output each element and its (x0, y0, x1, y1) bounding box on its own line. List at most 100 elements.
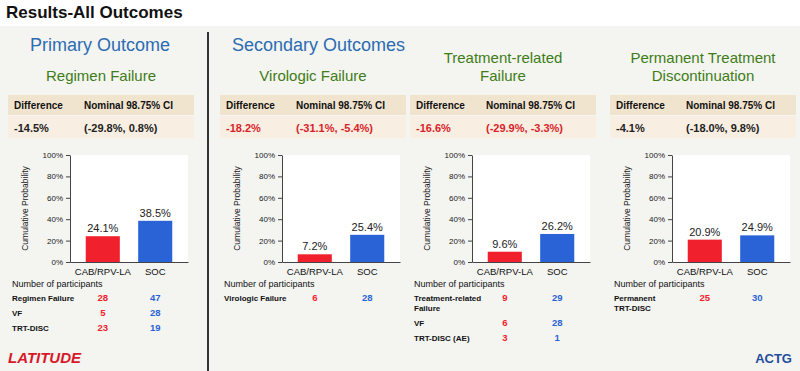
difference-header: Difference (616, 100, 665, 111)
tick-label: SOC (357, 266, 378, 277)
chart-title-line: Discontinuation (652, 67, 755, 84)
tick-mark (668, 241, 672, 242)
row-value: 28 (97, 292, 108, 303)
x-axis: CAB/RPV-LA SOC (473, 262, 591, 277)
y-axis-title: Cumulative Probability (422, 165, 432, 250)
tick-mark (668, 219, 672, 220)
tick-mark (468, 241, 472, 242)
plot-area (70, 155, 188, 262)
tick: 20% (449, 237, 472, 246)
tick: 60% (259, 194, 282, 203)
y-axis-title: Cumulative Probability (622, 165, 632, 250)
bar (488, 252, 522, 262)
tick: 100% (445, 151, 472, 160)
tick-mark (66, 262, 70, 263)
background (0, 0, 800, 371)
tick-mark (278, 198, 282, 199)
tick: 100% (255, 151, 282, 160)
tick-label: 80% (649, 172, 665, 181)
tick-label: 80% (259, 172, 275, 181)
bar (298, 254, 332, 262)
tick-label: 60% (259, 194, 275, 203)
tick-mark (66, 176, 70, 177)
tick-label: 0% (51, 258, 63, 267)
row-label: TRT-DISC (12, 324, 49, 333)
ci-value: (-31.1%, -5.4%) (296, 122, 373, 134)
y-axis: 0%20%40%60%80%100% (645, 151, 673, 267)
data-label: 20.9% (689, 226, 720, 238)
chart-title: Virologic Failure (259, 67, 366, 84)
difference-value-bg (410, 116, 596, 138)
tick-label: SOC (747, 266, 768, 277)
tick: 60% (449, 194, 472, 203)
chart-title-line: Failure (480, 67, 526, 84)
tick: CAB/RPV-LA (677, 262, 734, 277)
tick: 40% (47, 215, 70, 224)
bar (540, 234, 574, 262)
row-value: 30 (752, 292, 763, 303)
axis-line (472, 156, 473, 263)
difference-header-bg (610, 95, 796, 115)
tick-label: CAB/RPV-LA (677, 266, 734, 277)
difference-value-bg (220, 116, 406, 138)
participants-title: Number of participants (614, 279, 705, 289)
tick-label: SOC (145, 266, 166, 277)
axis-line (70, 156, 71, 263)
tick: CAB/RPV-LA (477, 262, 534, 277)
tick-mark (468, 262, 472, 263)
footer-logo-right: ACTG (755, 351, 792, 366)
tick: SOC (145, 262, 166, 277)
tick-label: 40% (259, 215, 275, 224)
tick: 20% (47, 237, 70, 246)
row-value: 47 (150, 292, 161, 303)
tick: 40% (259, 215, 282, 224)
tick-label: 20% (47, 237, 63, 246)
tick-mark (668, 176, 672, 177)
participants-title: Number of participants (414, 279, 505, 289)
section-divider (207, 32, 209, 371)
tick: 100% (43, 151, 70, 160)
x-axis: CAB/RPV-LA SOC (673, 262, 791, 277)
section-title: Secondary Outcomes (232, 35, 405, 55)
tick-mark (66, 198, 70, 199)
row-value: 28 (552, 317, 563, 328)
tick-mark (668, 198, 672, 199)
tick: CAB/RPV-LA (287, 262, 344, 277)
tick: 0% (263, 258, 282, 267)
row-label-line: TRT-DISC (AE) (414, 334, 470, 343)
row-value: 19 (150, 322, 161, 333)
row-label-line: Failure (414, 304, 441, 313)
tick-mark (66, 241, 70, 242)
tick: SOC (547, 262, 568, 277)
chart-title: Permanent TreatmentDiscontinuation (630, 49, 776, 84)
ci-value: (-18.0%, 9.8%) (686, 122, 760, 134)
tick-mark (278, 219, 282, 220)
row-label-line: TRT-DISC (614, 304, 651, 313)
data-label: 7.2% (302, 240, 327, 252)
row-value: 6 (312, 292, 317, 303)
tick-label: 100% (43, 151, 63, 160)
tick: 80% (259, 172, 282, 181)
tick-mark (468, 219, 472, 220)
participants-title: Number of participants (12, 279, 103, 289)
tick: SOC (747, 262, 768, 277)
tick-label: CAB/RPV-LA (75, 266, 132, 277)
x-axis: CAB/RPV-LA SOC (283, 262, 401, 277)
ci-header: Nominal 98.75% CI (486, 100, 575, 111)
row-label-line: TRT-DISC (12, 324, 49, 333)
tick: 0% (51, 258, 70, 267)
row-label-line: Virologic Failure (224, 294, 287, 303)
tick: 80% (47, 172, 70, 181)
tick: 40% (649, 215, 672, 224)
bars (488, 234, 575, 262)
tick-mark (278, 241, 282, 242)
tick-mark (278, 155, 282, 156)
tick: 20% (649, 237, 672, 246)
chart-title-line: Virologic Failure (259, 67, 366, 84)
bar (350, 235, 384, 262)
tick: CAB/RPV-LA (75, 262, 132, 277)
row-value: 25 (699, 292, 710, 303)
tick: 40% (449, 215, 472, 224)
y-axis: 0%20%40%60%80%100% (255, 151, 283, 267)
difference-header-bg (8, 95, 194, 115)
